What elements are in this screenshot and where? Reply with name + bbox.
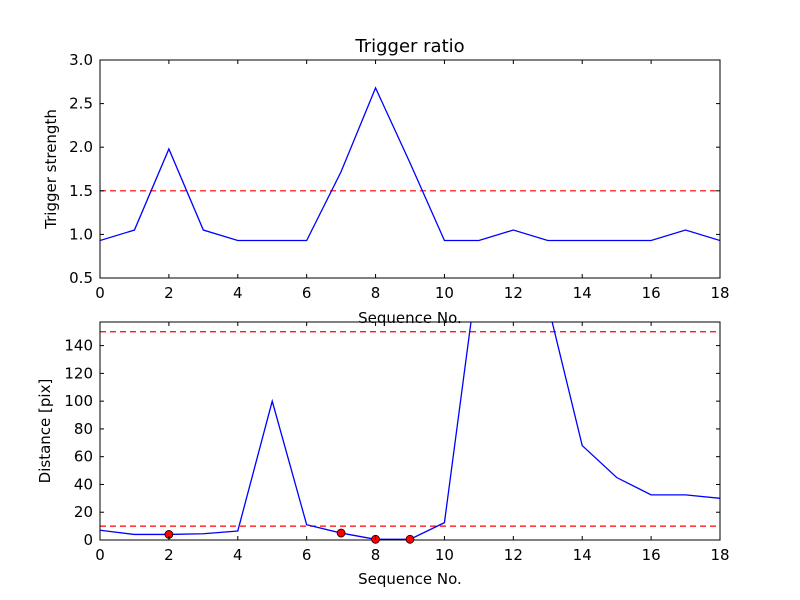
x-tick-label: 18 bbox=[710, 546, 729, 564]
x-tick-label: 10 bbox=[435, 546, 454, 564]
x-tick-label: 4 bbox=[233, 284, 243, 302]
y-tick-label: 1.0 bbox=[69, 225, 93, 243]
x-tick-label: 4 bbox=[233, 546, 243, 564]
y-tick-label: 20 bbox=[74, 503, 93, 521]
y-tick-label: 60 bbox=[74, 448, 93, 466]
y-tick-label: 1.5 bbox=[69, 182, 93, 200]
x-tick-label: 18 bbox=[710, 284, 729, 302]
y-tick-label: 140 bbox=[64, 337, 93, 355]
x-tick-label: 2 bbox=[164, 546, 174, 564]
x-tick-label: 0 bbox=[95, 284, 105, 302]
x-tick-label: 16 bbox=[642, 546, 661, 564]
x-tick-label: 2 bbox=[164, 284, 174, 302]
y-axis-label: Distance [pix] bbox=[36, 379, 54, 484]
y-tick-label: 80 bbox=[74, 420, 93, 438]
plot-frame bbox=[99, 321, 721, 541]
y-axis-label: Trigger strength bbox=[42, 109, 60, 230]
y-tick-label: 100 bbox=[64, 392, 93, 410]
x-tick-label: 16 bbox=[642, 284, 661, 302]
distance-plot: 0 2 4 6 8 10 12 14 16 18 0 20 40 60 80 100 120 140 Sequen… bbox=[36, 321, 730, 588]
x-axis-label: Sequence No. bbox=[358, 309, 462, 327]
series-line bbox=[100, 86, 720, 242]
y-tick-label: 40 bbox=[74, 475, 93, 493]
x-tick-label: 8 bbox=[371, 546, 381, 564]
x-tick-label: 12 bbox=[504, 546, 523, 564]
x-tick-label: 12 bbox=[504, 284, 523, 302]
x-tick-label: 6 bbox=[302, 546, 312, 564]
x-tick-label: 14 bbox=[573, 546, 592, 564]
data-point-marker bbox=[336, 528, 346, 538]
x-tick-label: 8 bbox=[371, 284, 381, 302]
x-axis-label: Sequence No. bbox=[358, 570, 462, 588]
plot-frame bbox=[99, 59, 721, 279]
y-tick-label: 3.0 bbox=[69, 51, 93, 69]
y-tick-label: 120 bbox=[64, 364, 93, 382]
y-tick-label: 2.5 bbox=[69, 95, 93, 113]
y-tick-label: 0 bbox=[83, 531, 93, 549]
trigger-ratio-plot: Trigger ratio 0 2 4 6 8 10 12 14 16 18 0.5 1.0 1.5 2.… bbox=[42, 36, 730, 327]
y-tick-label: 2.0 bbox=[69, 138, 93, 156]
data-point-marker bbox=[405, 534, 415, 544]
x-tick-label: 14 bbox=[573, 284, 592, 302]
chart-title: Trigger ratio bbox=[354, 36, 464, 57]
x-tick-label: 6 bbox=[302, 284, 312, 302]
x-tick-label: 0 bbox=[95, 546, 105, 564]
y-tick-label: 0.5 bbox=[69, 269, 93, 287]
x-tick-label: 10 bbox=[435, 284, 454, 302]
